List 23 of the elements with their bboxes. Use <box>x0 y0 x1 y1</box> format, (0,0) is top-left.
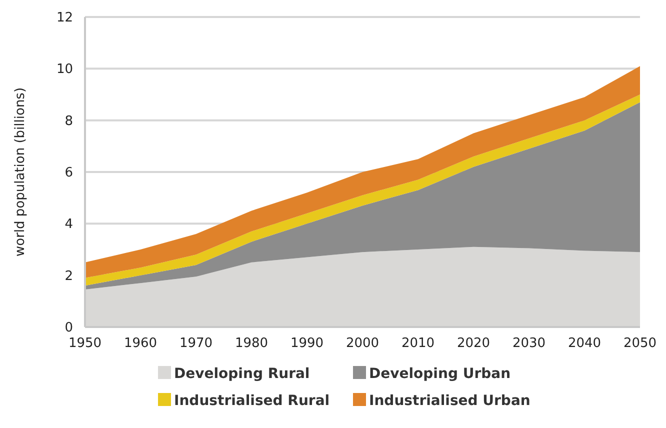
x-tick-label: 2020 <box>456 336 490 351</box>
x-tick-label: 2010 <box>401 336 435 351</box>
x-tick-label: 2000 <box>346 336 380 351</box>
y-tick-label: 4 <box>64 217 73 232</box>
y-tick-label: 12 <box>56 10 73 26</box>
legend-label: Developing Urban <box>369 366 511 382</box>
legend-label: Developing Rural <box>174 366 310 382</box>
x-tick-label: 1990 <box>290 336 324 351</box>
y-tick-label: 0 <box>64 320 73 336</box>
y-tick-label: 10 <box>56 62 73 78</box>
y-tick-label: 2 <box>64 268 73 284</box>
x-tick-label: 2030 <box>512 336 546 351</box>
x-tick-label: 1960 <box>124 336 158 351</box>
legend-label: Industrialised Urban <box>369 392 530 409</box>
x-tick-label: 1980 <box>234 336 268 351</box>
x-tick-label: 2050 <box>623 336 657 351</box>
x-tick-label: 1970 <box>179 336 213 351</box>
x-tick-label: 2040 <box>568 336 602 351</box>
x-tick-label: 1950 <box>68 336 102 351</box>
y-tick-label: 6 <box>64 166 73 181</box>
y-tick-label: 8 <box>64 114 73 129</box>
legend-label: Industrialised Rural <box>174 392 330 409</box>
y-axis-title: world population (billions) <box>13 87 28 257</box>
